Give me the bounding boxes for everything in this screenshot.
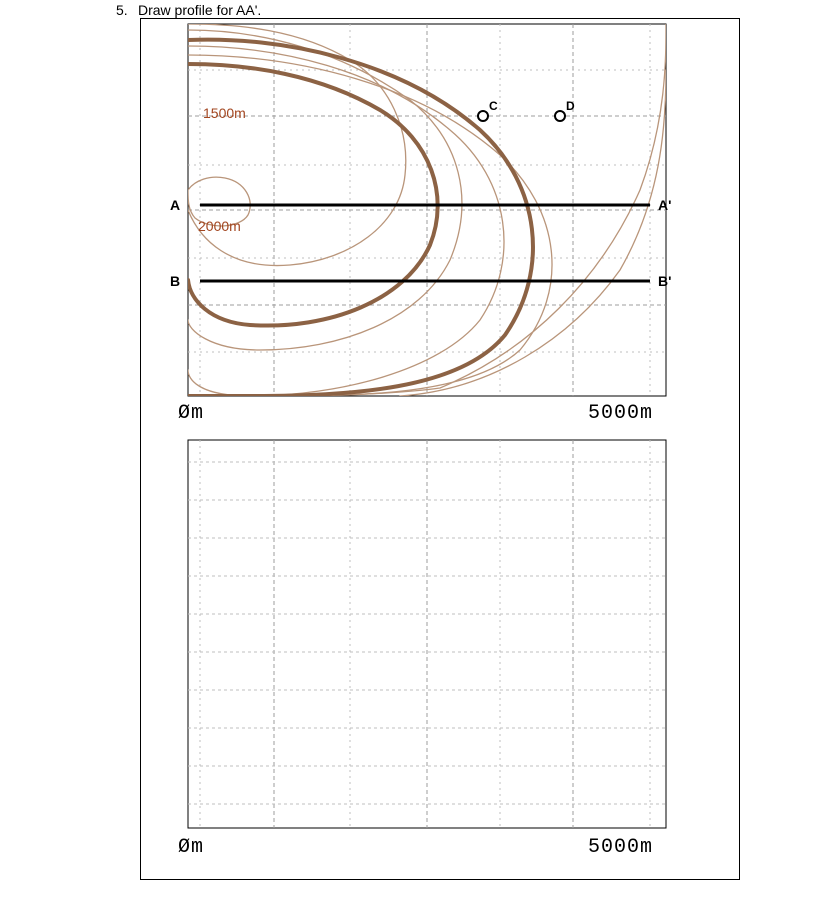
profile-label-right: B' — [658, 273, 671, 289]
contour-thin — [188, 30, 462, 350]
map-marker — [478, 111, 488, 121]
diagram-svg: 1500m 2000m A A' B B' C D — [0, 0, 828, 899]
map-marker — [555, 111, 565, 121]
map-marker-label: D — [566, 99, 575, 113]
map-scale-left: Øm — [178, 402, 204, 425]
profile-label-left: A — [170, 197, 180, 213]
contour-label: 2000m — [198, 218, 241, 234]
map-marker-label: C — [489, 99, 498, 113]
profile-label-left: B — [170, 273, 180, 289]
profile-label-right: A' — [658, 197, 671, 213]
grid-scale-right: 5000m — [588, 836, 653, 859]
contour-label: 1500m — [203, 105, 246, 121]
page: 5. Draw profile for AA'. 1500m2000mAA'BB… — [0, 0, 828, 899]
map-scale-right: 5000m — [588, 402, 653, 425]
grid-scale-left: Øm — [178, 836, 204, 859]
